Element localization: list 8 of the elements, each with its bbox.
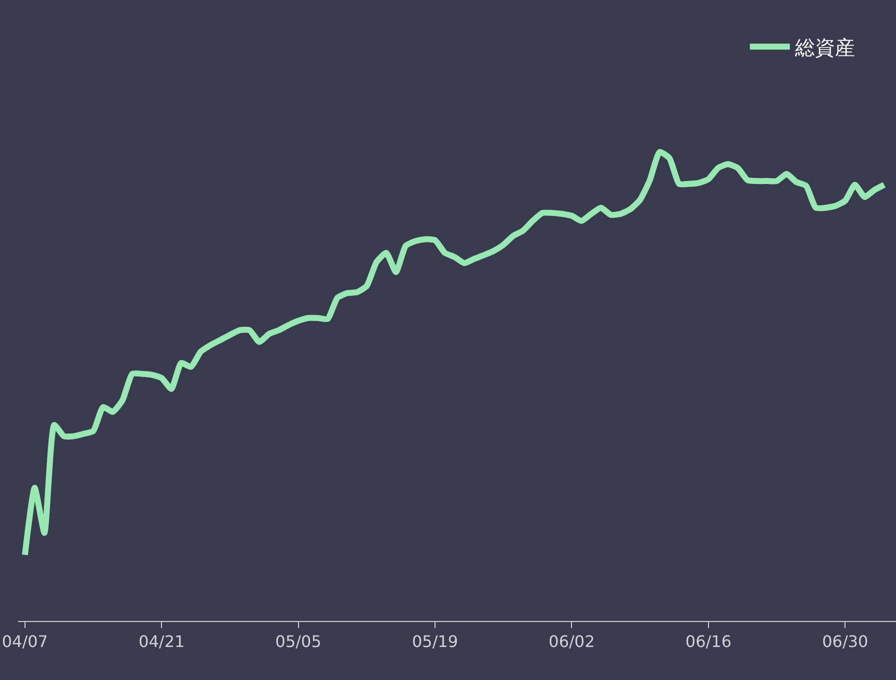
x-tick-label: 04/21 xyxy=(138,632,185,652)
x-tick-label: 05/19 xyxy=(412,632,458,652)
x-tick-label: 06/16 xyxy=(685,632,732,652)
x-tick-label: 06/30 xyxy=(822,632,868,652)
x-tick-label: 05/05 xyxy=(275,632,322,652)
x-tick-label: 06/02 xyxy=(548,632,595,652)
x-tick-label: 04/07 xyxy=(2,632,48,652)
legend-label: 総資産 xyxy=(794,35,855,60)
